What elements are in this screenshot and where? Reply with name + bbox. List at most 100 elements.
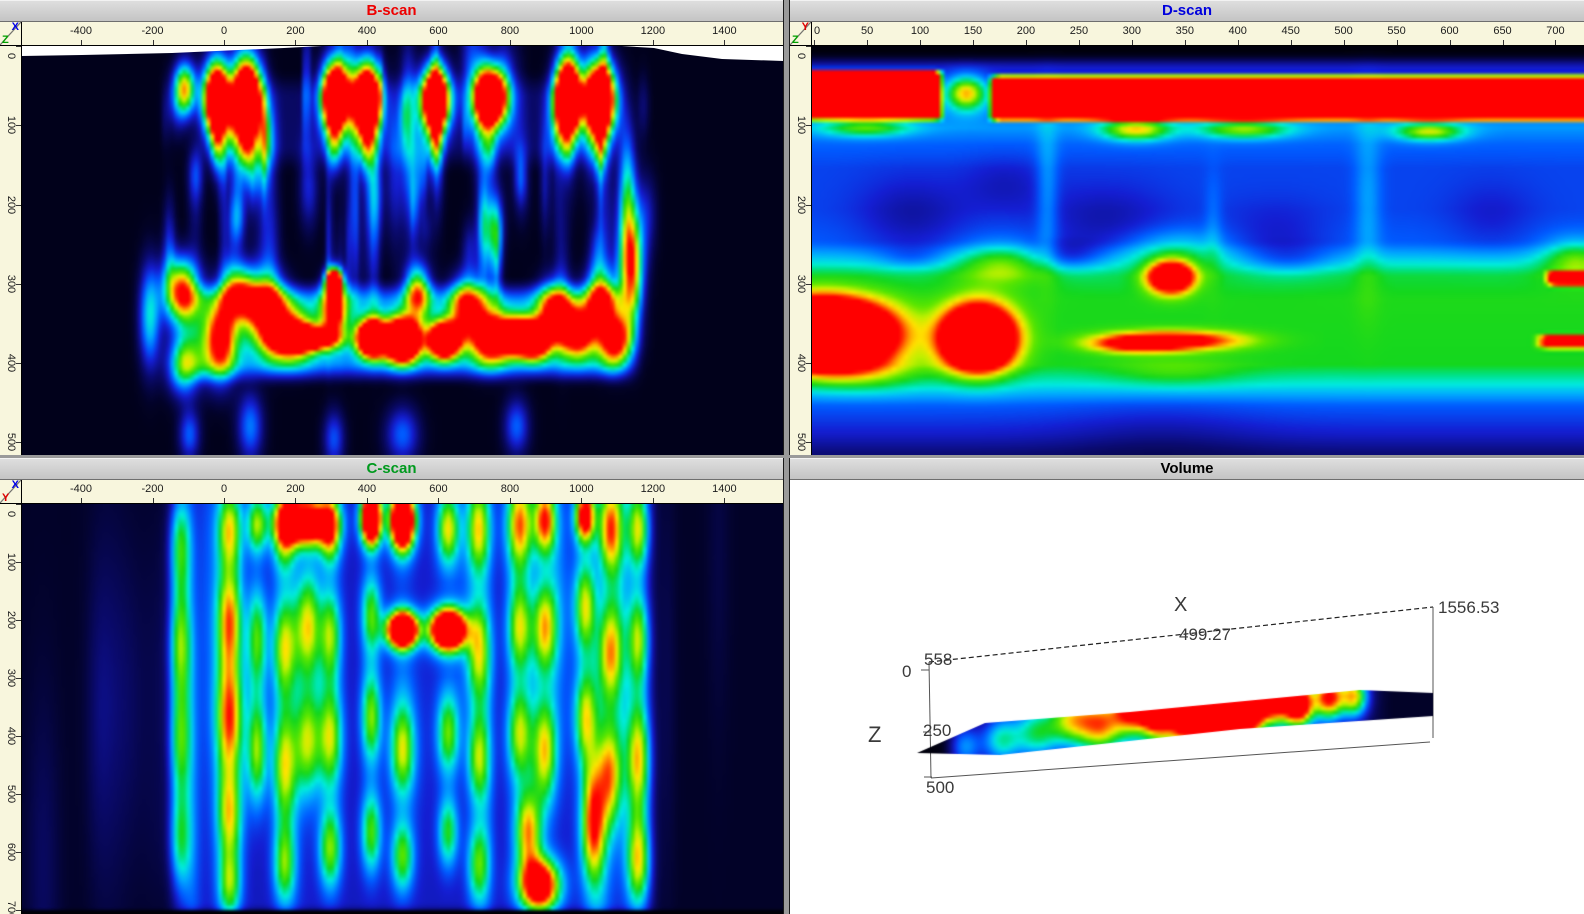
ruler-tick-label: 250 (1069, 25, 1089, 37)
ruler-tick-label: 200 (286, 25, 305, 37)
ruler-tick-label: 500 (4, 433, 17, 452)
ruler-tick (16, 125, 21, 127)
ruler-tick (1131, 40, 1133, 45)
ruler-tick-label: -200 (141, 25, 164, 37)
bscan-corner-axis-bottom: Z (2, 34, 9, 46)
ruler-tick-label: 150 (963, 25, 983, 37)
cscan-image-area (22, 504, 783, 914)
ruler-tick-label: 400 (357, 25, 377, 37)
ruler-tick (16, 204, 21, 206)
bscan-horizontal-ruler: -400 -200 0 200 400 600 800 1000 1200 1400 (22, 22, 783, 45)
dscan-title: D-scan (1161, 2, 1213, 19)
ruler-tick (806, 442, 811, 444)
ruler-tick (16, 909, 21, 911)
ruler-tick-label: -200 (141, 483, 164, 495)
ruler-tick-label: 600 (4, 842, 17, 862)
ruler-tick-label: -400 (69, 25, 93, 37)
volume-y-max-label: 558 (924, 650, 953, 669)
ruler-tick (295, 40, 297, 45)
ruler-tick-label: 0 (814, 25, 821, 37)
ruler-tick (81, 40, 82, 45)
ruler-tick (16, 363, 21, 365)
ruler-tick (724, 40, 726, 45)
ruler-tick-label: 350 (1175, 25, 1194, 37)
ruler-tick-label: 1000 (569, 25, 594, 37)
volume-z-min-label: 0 (902, 662, 912, 681)
ruler-tick-label: 200 (1016, 25, 1036, 37)
ruler-tick (652, 40, 654, 45)
dscan-ruler-row: Y Z 0 50 100 150 200 250 300 350 400 450 500 550 600… (790, 21, 1584, 46)
ruler-tick (366, 498, 368, 503)
bscan-corner-axis-top: X (11, 21, 19, 33)
cscan-ruler-row: X Y -400 -200 0 200 400 600 800 1000 1200 1400 (0, 479, 783, 504)
ruler-tick-label: 450 (1281, 25, 1300, 37)
ruler-tick (1396, 40, 1398, 45)
bscan-image[interactable] (22, 46, 783, 455)
dscan-image[interactable] (812, 46, 1584, 455)
cscan-vertical-ruler: 0 100 200 300 400 500 600 700 (0, 504, 22, 914)
ruler-tick (806, 125, 811, 127)
ruler-tick-label: 300 (794, 274, 807, 293)
ruler-tick (1078, 40, 1080, 45)
ruler-tick (438, 40, 440, 45)
cscan-image[interactable] (22, 504, 783, 914)
ruler-tick-label: 200 (4, 195, 17, 214)
volume-3d-view[interactable]: X 499.27 1556.53 558 0 Z 250 500 (790, 480, 1584, 914)
ruler-tick (806, 363, 811, 365)
cscan-corner-axis-bottom: Y (2, 492, 10, 504)
ruler-tick-label: 0 (4, 510, 17, 518)
ruler-tick-label: 0 (220, 483, 228, 495)
ruler-tick-label: 600 (429, 25, 448, 37)
ruler-tick-label: 50 (860, 25, 874, 37)
ruler-tick-label: 600 (1440, 25, 1459, 37)
bscan-image-area (22, 46, 783, 455)
ruler-tick (509, 498, 511, 503)
ruler-tick-label: 300 (4, 668, 17, 688)
ruler-tick (224, 498, 225, 503)
ruler-tick (806, 46, 811, 47)
ruler-tick-label: 800 (500, 25, 520, 37)
ruler-tick-label: 100 (910, 25, 930, 37)
ruler-tick-label: 300 (4, 274, 17, 293)
ruler-tick-label: 400 (4, 353, 17, 373)
ruler-tick (652, 498, 654, 503)
ruler-tick (1449, 40, 1451, 45)
ruler-tick (16, 562, 21, 563)
ruler-tick (1290, 40, 1292, 45)
dscan-corner-axis-top: Y (801, 21, 809, 33)
ruler-tick-label: 650 (1493, 25, 1512, 37)
ruler-tick (366, 40, 368, 45)
ruler-tick-label: 0 (794, 52, 807, 60)
ruler-tick (724, 498, 726, 503)
ruler-tick-label: 550 (1387, 25, 1406, 37)
ruler-tick (1502, 40, 1504, 45)
ruler-tick-label: 100 (4, 552, 17, 572)
dscan-vertical-ruler: 0 100 200 300 400 500 (790, 46, 812, 455)
volume-z-mid-label: 250 (923, 721, 952, 740)
ruler-tick (16, 283, 21, 285)
dscan-axis-corner: Y Z (790, 21, 812, 46)
ruler-tick-label: 500 (1334, 25, 1353, 37)
ruler-tick (806, 283, 811, 285)
ruler-tick (1025, 40, 1027, 45)
ruler-tick-label: 1400 (712, 25, 737, 37)
ruler-tick (16, 46, 21, 47)
ruler-tick (16, 851, 21, 853)
volume-x-cursor-label: 499.27 (1179, 625, 1231, 644)
ruler-tick (438, 498, 440, 503)
ruler-tick (1184, 40, 1186, 45)
volume-panel: Volume X 499.27 1556.53 558 0 Z 250 500 (790, 458, 1584, 914)
ruler-tick-label: 1000 (569, 483, 594, 495)
ruler-tick-label: 500 (794, 433, 807, 452)
ruler-tick-label: 100 (4, 116, 17, 135)
volume-x-max-label: 1556.53 (1438, 598, 1500, 617)
ruler-tick (81, 498, 82, 503)
ruler-tick (1555, 40, 1557, 45)
bscan-titlebar: B-scan (0, 0, 783, 22)
cscan-panel: C-scan X Y -400 -200 0 200 400 600 800 1000 1200… (0, 458, 783, 914)
ruler-tick (295, 498, 297, 503)
ruler-tick (16, 678, 21, 679)
ruler-tick-label: 200 (4, 610, 17, 630)
ruler-tick (581, 498, 583, 503)
